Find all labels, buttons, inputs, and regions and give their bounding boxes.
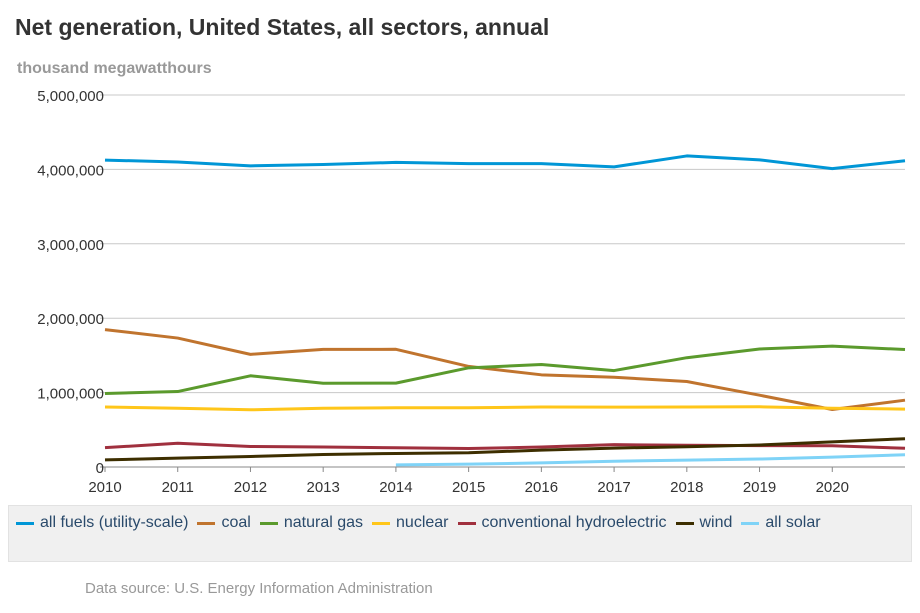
chart-legend: all fuels (utility-scale) coal natural gas… — [8, 505, 912, 562]
legend-label: coal — [221, 514, 251, 531]
y-tick-label: 2,000,000 — [37, 311, 104, 328]
x-tick-label: 2013 — [306, 479, 339, 496]
series-line-all-fuels-utility-scale- — [104, 154, 906, 171]
chart-title: Net generation, United States, all secto… — [15, 14, 550, 40]
y-tick-label: 3,000,000 — [37, 237, 104, 254]
y-tick-label: 5,000,000 — [37, 88, 104, 105]
series-line-nuclear — [104, 405, 906, 412]
legend-label: conventional hydroelectric — [481, 514, 667, 531]
x-tick-label: 2012 — [234, 479, 267, 496]
x-tick-label: 2011 — [162, 479, 194, 496]
legend-label: nuclear — [396, 514, 449, 531]
legend-item[interactable]: all fuels (utility-scale) — [16, 512, 188, 534]
data-source: Data source: U.S. Energy Information Adm… — [85, 580, 433, 597]
legend-swatch — [259, 521, 278, 525]
series-line-wind — [104, 437, 906, 462]
y-tick-label: 1,000,000 — [37, 386, 104, 403]
series-line-all-solar — [395, 453, 906, 467]
x-tick-label: 2020 — [816, 479, 849, 496]
line-chart: 0 1,000,000 2,000,000 3,000,000 4,000,000 5,0… — [37, 88, 906, 496]
legend-swatch — [372, 521, 391, 525]
legend-swatch — [457, 521, 476, 525]
legend-label: all solar — [765, 514, 821, 531]
legend-item[interactable]: wind — [675, 512, 733, 534]
legend-label: all fuels (utility-scale) — [40, 514, 189, 531]
legend-item[interactable]: conventional hydroelectric — [457, 512, 667, 534]
x-tick-label: 2019 — [743, 479, 776, 496]
legend-swatch — [675, 521, 694, 525]
legend-item[interactable]: all solar — [741, 512, 821, 534]
legend-label: natural gas — [283, 514, 364, 531]
x-tick-label: 2014 — [379, 479, 412, 496]
x-tick-label: 2017 — [597, 479, 630, 496]
y-tick-label: 0 — [96, 460, 104, 477]
x-tick-label: 2018 — [670, 479, 703, 496]
x-tick-label: 2010 — [88, 479, 121, 496]
x-tick-label: 2016 — [525, 479, 558, 496]
legend-item[interactable]: coal — [197, 512, 251, 534]
y-tick-label: 4,000,000 — [37, 162, 104, 179]
legend-swatch — [741, 521, 760, 525]
legend-item[interactable]: nuclear — [372, 512, 449, 534]
legend-swatch — [197, 521, 216, 525]
legend-swatch — [16, 521, 34, 525]
series-line-natural-gas — [104, 344, 906, 395]
legend-item[interactable]: natural gas — [259, 512, 364, 534]
series-line-coal — [104, 328, 906, 411]
y-axis-unit-label: thousand megawatthours — [17, 60, 212, 77]
legend-label: wind — [699, 514, 733, 531]
x-tick-label: 2015 — [452, 479, 485, 496]
